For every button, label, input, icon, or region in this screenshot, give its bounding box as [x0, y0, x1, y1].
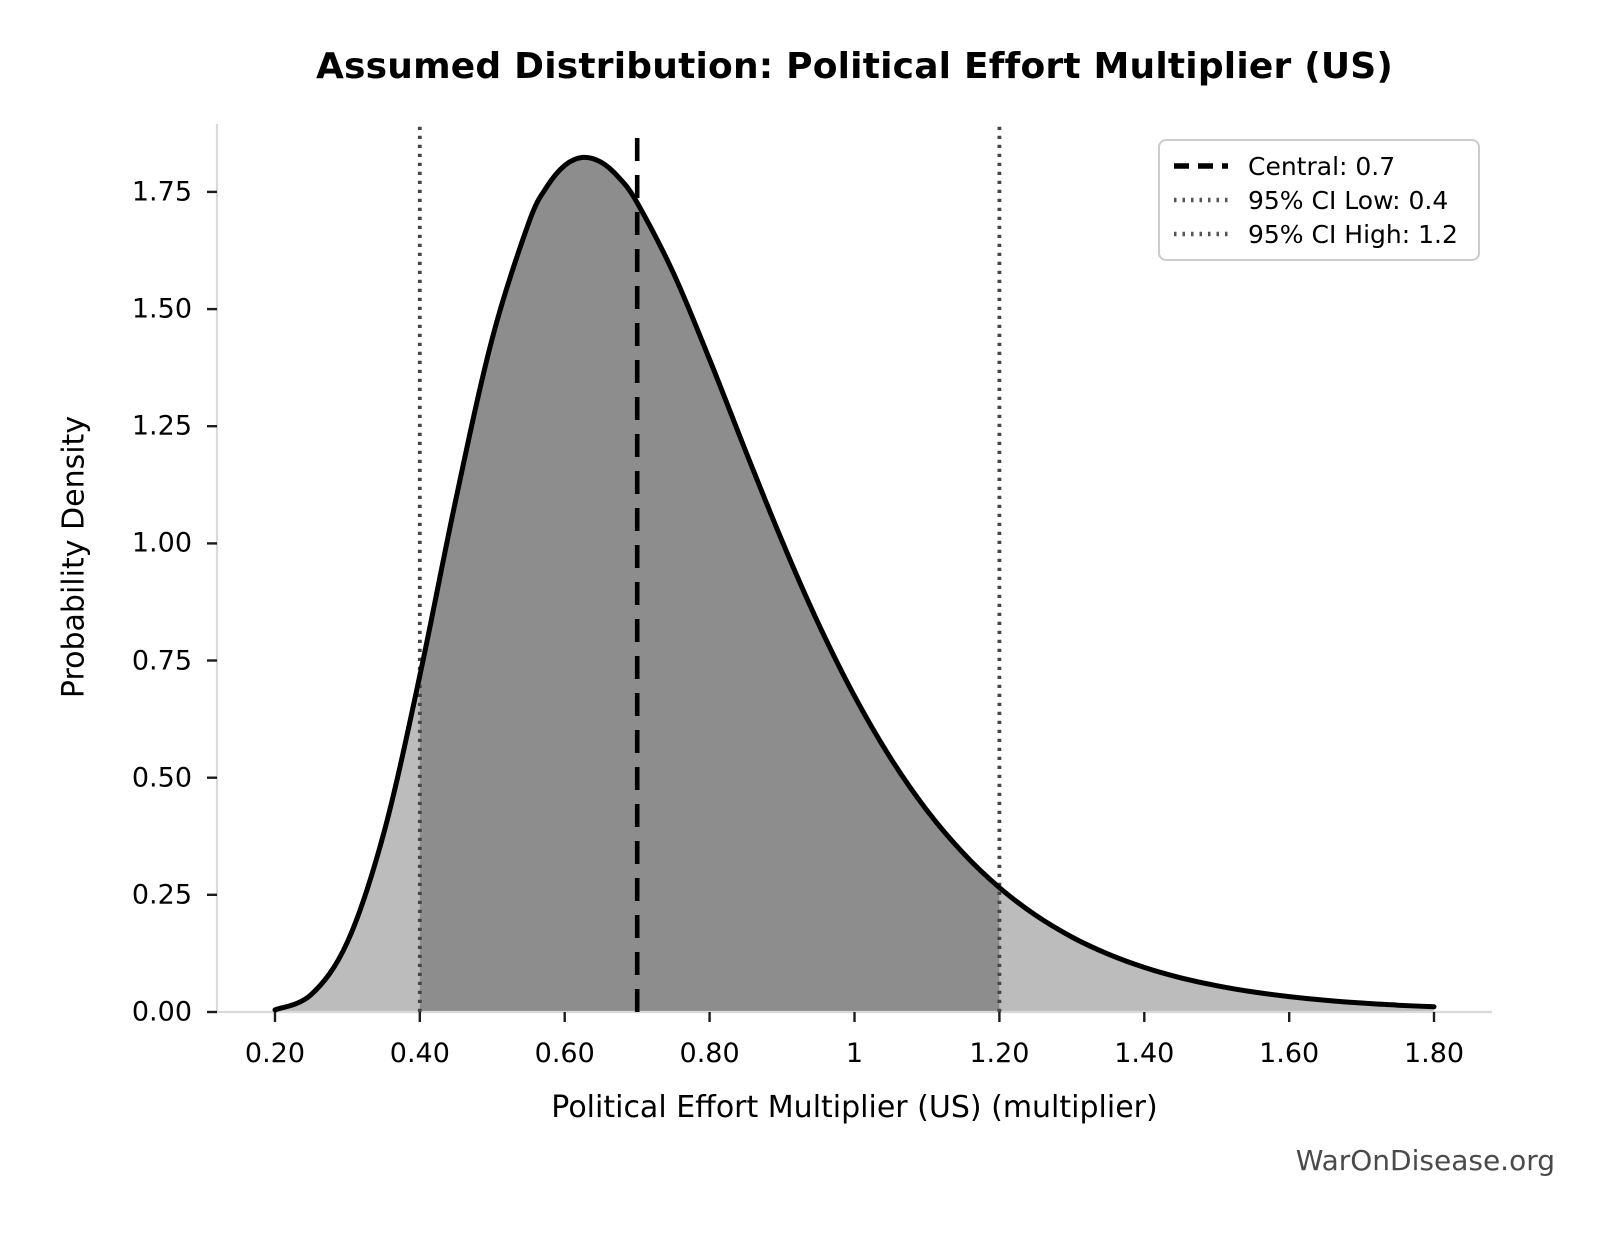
legend-label: Central: 0.7 [1248, 151, 1396, 181]
x-tick-label: 1.40 [1114, 1038, 1175, 1069]
legend: Central: 0.7 95% CI Low: 0.4 95% CI High… [1158, 139, 1480, 261]
legend-item-ci-high: 95% CI High: 1.2 [1172, 220, 1466, 249]
watermark: WarOnDisease.org [1295, 1144, 1555, 1177]
x-tick-label: 1 [845, 1038, 864, 1069]
x-tick-label: 0.40 [389, 1038, 450, 1069]
y-tick-label: 0.75 [131, 645, 192, 677]
y-tick-marks [207, 190, 217, 1014]
y-tick-label: 1.50 [131, 293, 192, 325]
chart-title: Assumed Distribution: Political Effort M… [315, 46, 1394, 87]
legend-item-ci-low: 95% CI Low: 0.4 [1172, 186, 1466, 215]
y-tick-label: 0.00 [131, 996, 192, 1028]
legend-label: 95% CI High: 1.2 [1248, 219, 1458, 249]
y-tick-label: 1.25 [131, 410, 192, 442]
dotted-line-icon [1174, 197, 1228, 203]
x-tick-label: 0.60 [534, 1038, 595, 1069]
x-tick-label: 0.80 [679, 1038, 740, 1069]
y-axis-label: Probability Density [56, 415, 92, 699]
x-tick-label: 1.20 [969, 1038, 1030, 1069]
density-curve [272, 154, 1437, 1013]
dashed-line-icon [1174, 163, 1228, 169]
y-tick-label: 1.00 [131, 527, 192, 559]
y-tick-label: 0.50 [131, 762, 192, 794]
x-tick-label: 1.80 [1403, 1038, 1465, 1069]
legend-item-central: Central: 0.7 [1172, 152, 1466, 181]
x-tick-marks [273, 1012, 1436, 1022]
dotted-line-icon [1174, 231, 1228, 237]
x-tick-label: 0.20 [244, 1038, 306, 1069]
y-tick-label: 0.25 [131, 879, 192, 911]
x-tick-label: 1.60 [1259, 1038, 1320, 1069]
y-tick-label: 1.75 [131, 176, 192, 208]
legend-label: 95% CI Low: 0.4 [1248, 185, 1449, 215]
x-axis-label: Political Effort Multiplier (US) (multip… [551, 1090, 1158, 1125]
ci-shaded-area [419, 157, 1000, 1012]
